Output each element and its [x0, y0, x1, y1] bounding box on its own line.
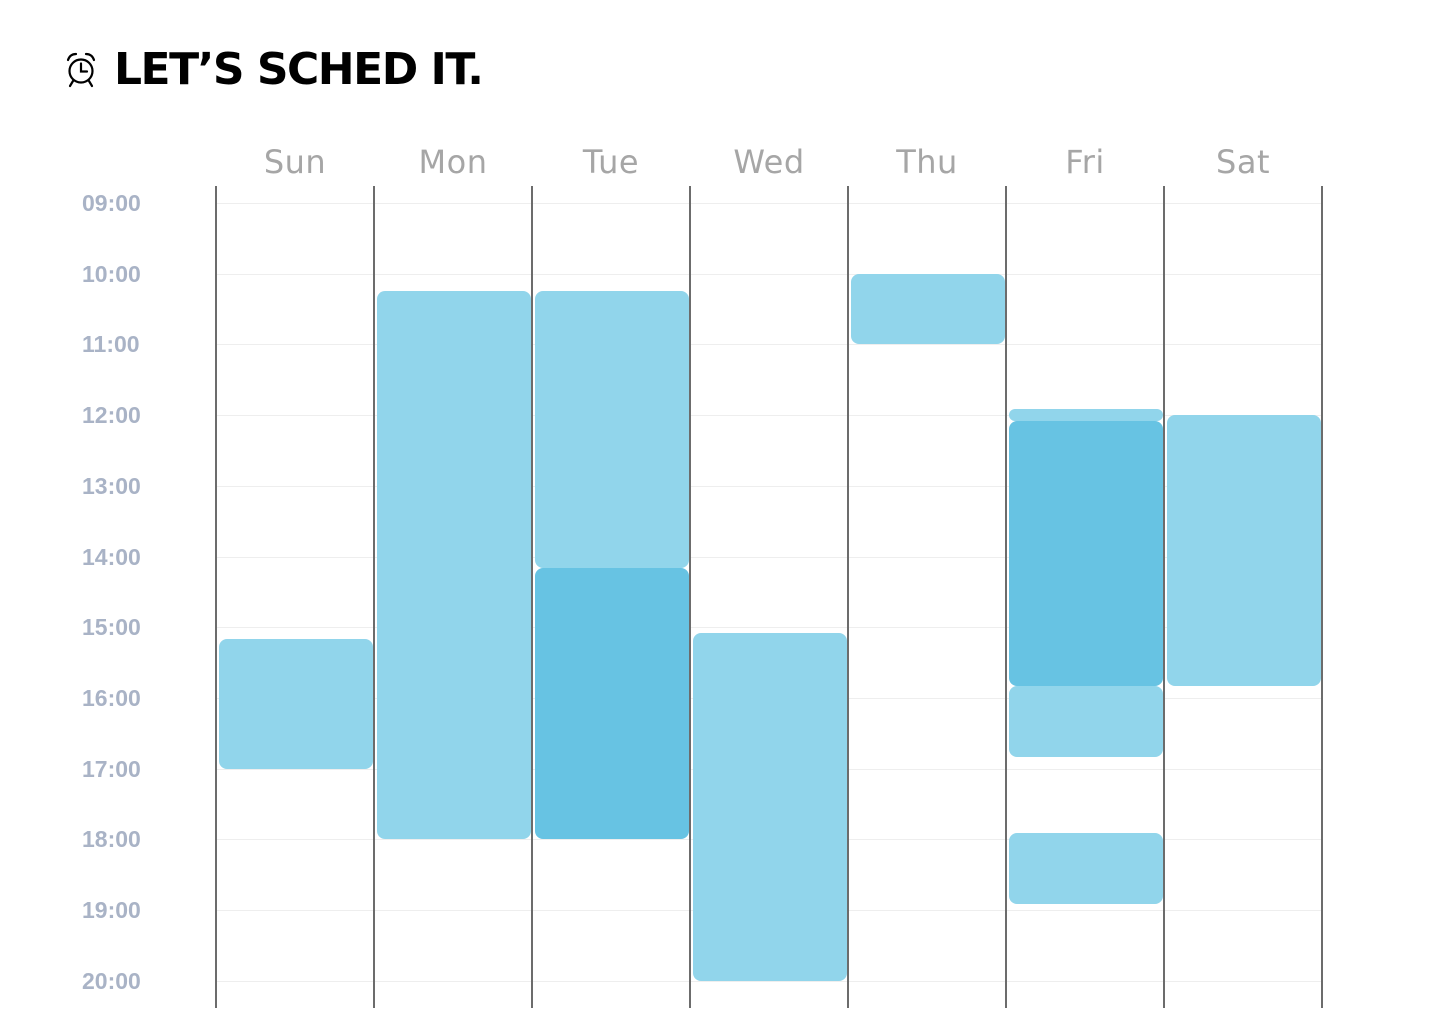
event-block-mon[interactable] [377, 291, 531, 840]
day-column-divider [1321, 186, 1323, 1008]
day-column-divider [1163, 186, 1165, 1008]
event-block-tue[interactable] [535, 291, 689, 569]
time-label: 16:00 [82, 684, 141, 711]
event-block-tue[interactable] [535, 568, 689, 840]
event-block-fri[interactable] [1009, 833, 1163, 905]
header: LET’S SCHED IT. [64, 44, 484, 96]
event-block-sun[interactable] [219, 638, 373, 769]
day-label-thu: Thu [896, 143, 958, 181]
time-label: 13:00 [82, 472, 141, 499]
hour-gridline [216, 203, 1322, 204]
hour-gridline [216, 556, 1322, 558]
event-block-fri[interactable] [1009, 409, 1163, 421]
time-label: 19:00 [82, 897, 141, 923]
event-block-fri[interactable] [1009, 686, 1163, 757]
time-label: 12:00 [82, 402, 141, 429]
time-label: 10:00 [82, 260, 141, 287]
time-axis: 09:00 10:00 11:00 12:00 13:00 14:00 15:00 16:00… [0, 0, 200, 1024]
event-block-sat[interactable] [1167, 415, 1321, 687]
page-title: LET’S SCHED IT. [114, 44, 484, 95]
time-label: 20:00 [82, 967, 141, 994]
hour-gridline [216, 627, 1322, 629]
event-block-thu[interactable] [851, 273, 1005, 345]
time-label: 14:00 [82, 543, 141, 570]
day-column-divider [1005, 186, 1007, 1008]
hour-gridline [216, 273, 1322, 275]
day-label-mon: Mon [418, 143, 488, 181]
hour-gridline [216, 980, 1322, 982]
week-grid[interactable] [215, 186, 1323, 1008]
hour-gridline [216, 415, 1322, 417]
day-header-row: Sun Mon Tue Wed Thu Fri Sat [0, 140, 1440, 184]
time-label: 18:00 [82, 826, 141, 853]
hour-gridline [216, 344, 1322, 346]
day-column-divider [531, 186, 533, 1008]
time-label: 15:00 [82, 614, 141, 641]
day-column-divider [689, 186, 691, 1008]
day-column-divider [373, 186, 375, 1008]
day-label-sun: Sun [263, 143, 327, 181]
time-label: 11:00 [82, 331, 140, 358]
alarm-clock-icon [64, 50, 98, 90]
event-block-wed[interactable] [693, 633, 847, 981]
event-block-fri[interactable] [1009, 420, 1163, 687]
day-column-divider [847, 186, 849, 1008]
hour-gridline [216, 485, 1322, 487]
time-label: 17:00 [82, 755, 141, 782]
day-label-fri: Fri [1065, 143, 1105, 181]
day-label-tue: Tue [582, 143, 640, 181]
day-label-wed: Wed [733, 143, 805, 181]
day-label-sat: Sat [1216, 143, 1270, 181]
day-column-divider [215, 186, 217, 1008]
time-label: 09:00 [82, 190, 141, 216]
